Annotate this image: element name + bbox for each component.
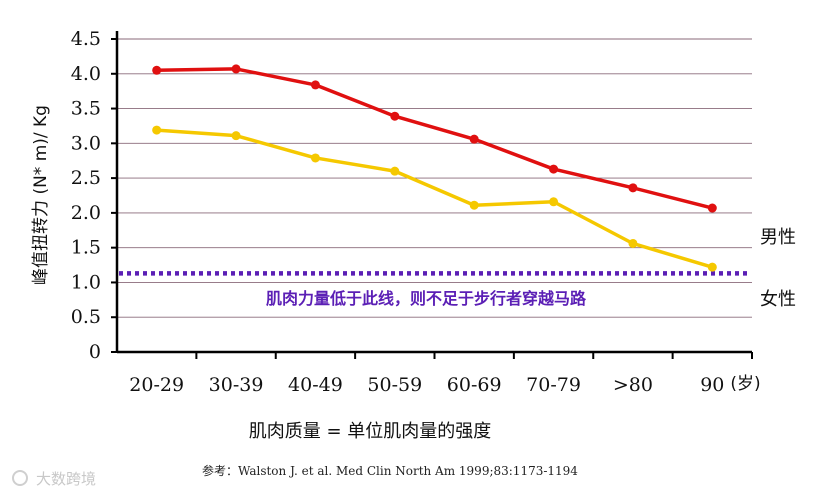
male-data-point: [231, 64, 241, 74]
y-tick-label: 2.0: [71, 202, 101, 224]
reference-citation: 参考：Walston J. et al. Med Clin North Am 1…: [202, 463, 578, 478]
female-data-point: [707, 262, 717, 272]
x-tick-label: 20-29: [129, 374, 184, 396]
y-tick-label: 1.5: [71, 237, 101, 259]
x-tick-label: 60-69: [447, 374, 502, 396]
x-tick-label: 70-79: [526, 374, 581, 396]
female-data-point: [628, 238, 638, 248]
legend-male: 男性: [760, 227, 796, 248]
female-data-point: [152, 125, 162, 135]
y-tick-label: 3.0: [71, 132, 101, 154]
legend-female: 女性: [760, 289, 796, 310]
x-tick-label: 50-59: [367, 374, 422, 396]
y-tick-label: 3.5: [71, 98, 101, 120]
male-data-point: [310, 80, 320, 90]
watermark-logo-icon: [12, 470, 28, 486]
x-tick-labels: 20-29 30-39 40-49 50-59 60-69 70-79 >80 90 (岁): [129, 374, 760, 396]
female-data-point: [549, 197, 559, 207]
male-data-point: [469, 134, 479, 144]
male-data-point: [549, 164, 559, 174]
y-tick-label: 0.5: [71, 306, 101, 328]
threshold-note: 肌肉力量低于此线，则不足于步行者穿越马路: [266, 289, 587, 308]
x-tick-label: 40-49: [288, 374, 343, 396]
x-unit-label: (岁): [730, 374, 760, 394]
series-lines: [152, 64, 717, 272]
y-tick-label: 0: [89, 341, 101, 363]
y-tick-label: 2.5: [71, 167, 101, 189]
x-tick-label: >80: [613, 374, 653, 396]
male-series-line: [156, 67, 713, 210]
x-axis-title: 肌肉质量 = 单位肌肉量的强度: [249, 421, 492, 442]
male-data-point: [152, 65, 162, 75]
male-data-point: [628, 183, 638, 193]
y-tick-label: 4.5: [71, 28, 101, 50]
female-data-point: [310, 153, 320, 163]
female-series-line: [156, 128, 713, 269]
y-tick-labels: 0 0.5 1.0 1.5 2.0 2.5 3.0 3.5 4.0 4.5: [71, 28, 101, 363]
female-data-point: [390, 166, 400, 176]
female-data-point: [469, 200, 479, 210]
male-data-point: [707, 203, 717, 213]
y-tick-label: 1.0: [71, 271, 101, 293]
x-tick-label: 90: [700, 374, 724, 396]
watermark: 大数跨境: [12, 470, 96, 488]
watermark-text: 大数跨境: [36, 470, 96, 488]
axes: [111, 31, 753, 359]
male-data-point: [390, 111, 400, 121]
female-data-point: [231, 131, 241, 141]
y-axis-label: 峰值扭转力 (N* m)/ Kg: [31, 105, 51, 285]
x-tick-label: 30-39: [209, 374, 264, 396]
y-tick-label: 4.0: [71, 63, 101, 85]
gridlines: [117, 38, 752, 318]
